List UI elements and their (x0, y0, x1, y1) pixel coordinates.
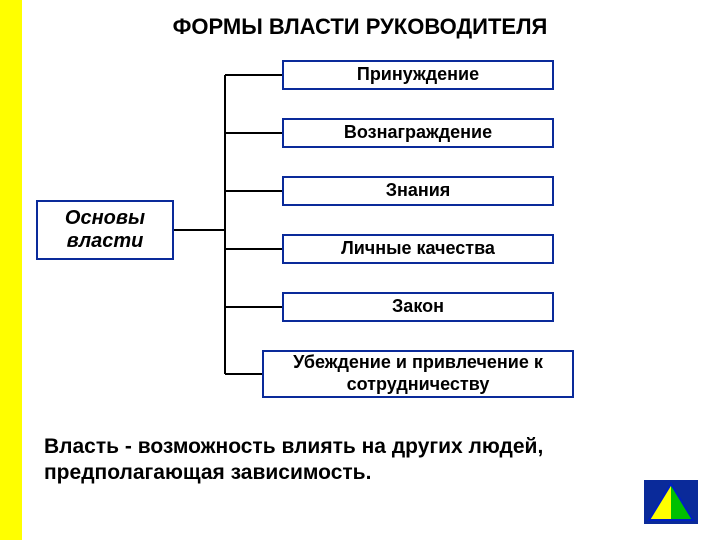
footer-definition: Власть - возможность влиять на других лю… (44, 434, 690, 487)
item-node-label: Закон (392, 296, 444, 318)
item-node-label: Убеждение и привлечение к сотрудничеству (270, 352, 566, 395)
connector-segment (174, 229, 225, 231)
item-node-label: Принуждение (357, 64, 479, 86)
item-node: Знания (282, 176, 554, 206)
connector-segment (225, 74, 282, 76)
connector-segment (225, 248, 282, 250)
root-node: Основы власти (36, 200, 174, 260)
root-node-label: Основы власти (38, 207, 172, 253)
item-node: Убеждение и привлечение к сотрудничеству (262, 350, 574, 398)
corner-logo (644, 480, 698, 524)
item-node: Личные качества (282, 234, 554, 264)
connector-segment (225, 190, 282, 192)
item-node: Вознаграждение (282, 118, 554, 148)
item-node-label: Знания (386, 180, 451, 202)
item-node-label: Личные качества (341, 238, 495, 260)
left-sidebar-stripe (0, 0, 22, 540)
item-node-label: Вознаграждение (344, 122, 492, 144)
item-node: Принуждение (282, 60, 554, 90)
connector-segment (224, 75, 226, 374)
item-node: Закон (282, 292, 554, 322)
page-title: ФОРМЫ ВЛАСТИ РУКОВОДИТЕЛЯ (0, 14, 720, 40)
connector-segment (225, 132, 282, 134)
connector-segment (225, 306, 282, 308)
connector-segment (225, 373, 262, 375)
